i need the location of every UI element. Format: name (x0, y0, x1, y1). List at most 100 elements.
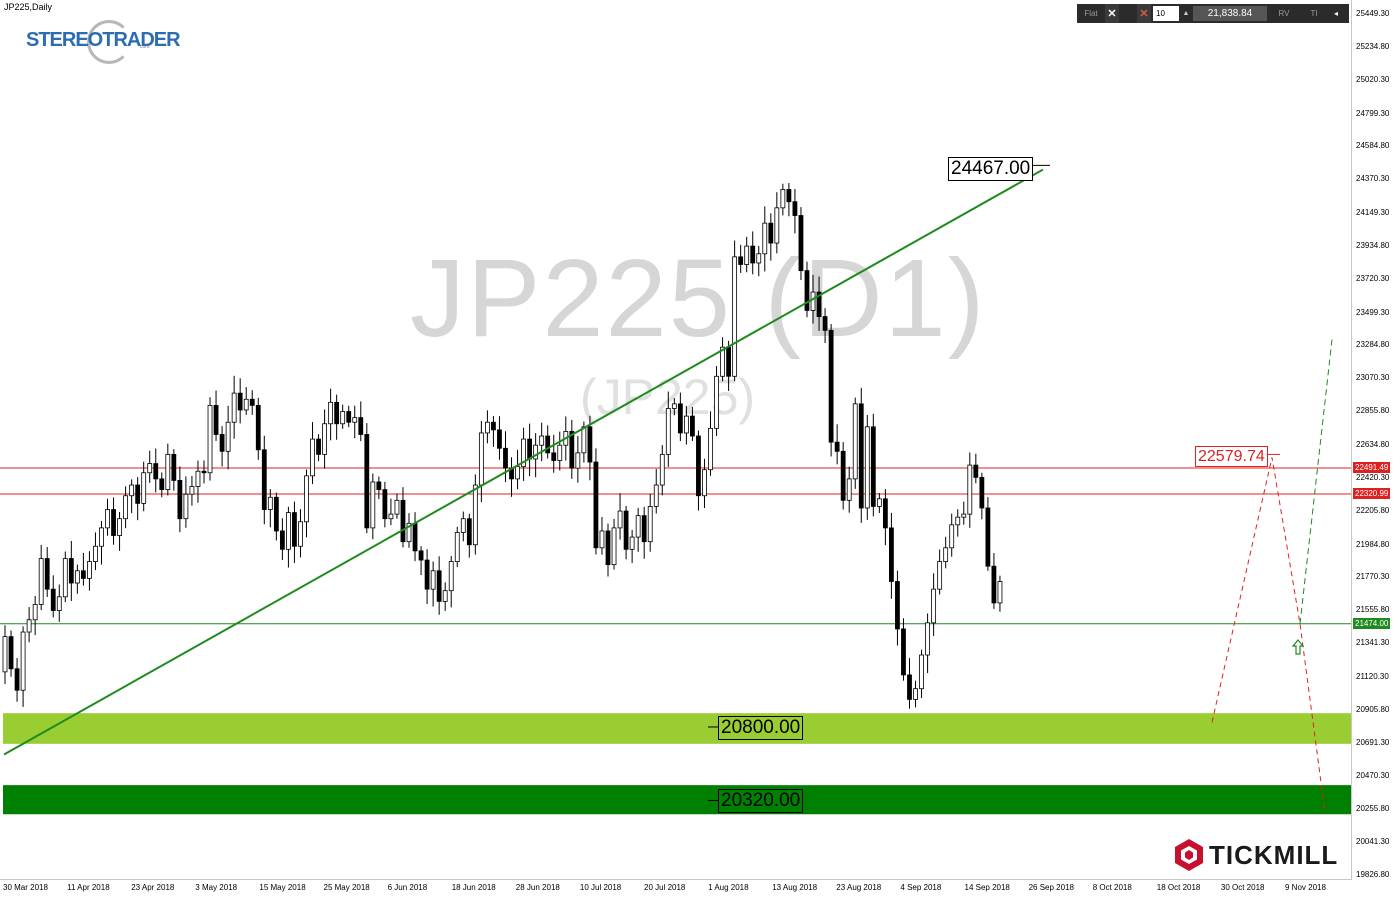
candle-bear (991, 565, 997, 604)
candle-bear (159, 478, 165, 491)
candle-bear (376, 481, 382, 491)
flat-button[interactable]: Flat (1084, 9, 1098, 18)
candle-bear (135, 484, 141, 504)
candle-bull (864, 426, 870, 509)
logo-text: STEREOTRADER (26, 29, 181, 52)
close-icon[interactable]: ✕ (1137, 4, 1151, 23)
candle-bear (273, 496, 279, 532)
price-tag: 21474.00 (1353, 617, 1391, 629)
candle-bull (949, 524, 955, 549)
candle-bull (653, 484, 659, 507)
candle-bull (744, 245, 750, 265)
price-tick: 20691.30 (1356, 737, 1390, 747)
candle-bull (165, 453, 171, 491)
time-tick: 14 Sep 2018 (964, 883, 1010, 892)
price-tick: 22634.80 (1356, 439, 1390, 449)
trading-toolbar: Flat ✕ ✕ 10 ▲ 21,838.84 RV TI ◂ (1077, 4, 1349, 23)
candle-bear (527, 438, 533, 460)
ti-button[interactable]: TI (1310, 9, 1318, 18)
candle-bear (400, 499, 406, 543)
price-tag: 22320.99 (1353, 488, 1391, 500)
quantity-stepper-icon[interactable]: ▲ (1182, 10, 1190, 17)
candle-bear (768, 222, 774, 244)
logo-subtext: com (140, 44, 150, 50)
candle-bear (436, 570, 442, 602)
candle-bull (919, 654, 924, 690)
candle-bull (207, 404, 213, 474)
candle-bear (255, 404, 261, 451)
candle-bull (756, 253, 762, 264)
time-tick: 23 Apr 2018 (131, 883, 175, 892)
candle-bull (647, 506, 653, 543)
price-axis: 25449.30 25234.80 25020.30 24799.30 24584.80… (1352, 0, 1400, 880)
candle-bull (147, 463, 153, 474)
chart-area[interactable]: JP225,Daily STEREOTRADER com JP225 (D1) … (0, 0, 1352, 880)
candle-bear (201, 470, 207, 474)
candle-bear (858, 403, 864, 509)
candle-bull (913, 688, 918, 700)
time-tick: 18 Jun 2018 (451, 883, 496, 892)
candle-bull (665, 408, 671, 455)
uptrend-line (3, 168, 1044, 756)
candle-bull (328, 401, 334, 425)
candle-bull (575, 452, 581, 469)
price-tick: 25020.30 (1356, 74, 1390, 84)
candle-bull (997, 581, 1003, 604)
candle-bear (750, 245, 756, 264)
time-tick: 4 Sep 2018 (900, 883, 942, 892)
rv-button[interactable]: RV (1278, 9, 1290, 18)
candle-bull (286, 512, 291, 550)
right-arrow-icon[interactable]: ◂ (1333, 9, 1338, 18)
candle-bull (780, 189, 786, 209)
candle-bull (394, 499, 400, 515)
time-tick: 13 Aug 2018 (772, 883, 818, 892)
price-tick: 21555.80 (1356, 605, 1390, 615)
candle-bear (316, 438, 321, 455)
candle-bull (714, 375, 719, 429)
candle-bear (870, 426, 876, 507)
price-tick: 24149.30 (1356, 208, 1390, 218)
candle-bull (298, 521, 303, 547)
candle-bull (472, 484, 478, 546)
candle-bull (708, 427, 713, 471)
price-tick: 20470.30 (1356, 771, 1390, 781)
stereotrader-logo: STEREOTRADER com (22, 20, 181, 66)
candle-bull (557, 444, 563, 461)
candle-bear (738, 256, 744, 265)
candle-bull (599, 530, 605, 549)
candle-bull (56, 596, 62, 611)
candle-bull (2, 636, 8, 673)
time-tick: 10 Jul 2018 (579, 883, 622, 892)
candle-bull (876, 498, 882, 507)
candle-bear (412, 522, 418, 552)
candle-bull (702, 469, 707, 497)
time-tick: 25 May 2018 (323, 883, 370, 892)
candle-bull (846, 478, 852, 501)
candle-bull (448, 561, 454, 592)
symbol-label: JP225,Daily (4, 2, 53, 12)
time-tick: 1 Aug 2018 (708, 883, 749, 892)
candle-bear (8, 636, 14, 670)
candle-bull (231, 392, 237, 423)
price-tick: 25234.80 (1356, 41, 1390, 51)
candle-bull (105, 509, 110, 529)
candle-bear (418, 550, 424, 561)
close-icon[interactable]: ✕ (1105, 4, 1119, 23)
support-zone-dark (3, 785, 1351, 815)
time-tick: 30 Oct 2018 (1220, 883, 1265, 892)
candle-bear (213, 404, 219, 435)
candle-bull (720, 346, 725, 377)
high-price-label: 24467.00 (948, 157, 1034, 181)
candle-bull (87, 561, 92, 579)
candle-bear (279, 530, 285, 550)
candle-bull (810, 291, 816, 311)
time-tick: 9 Nov 2018 (1285, 883, 1326, 892)
price-tick: 23284.80 (1356, 340, 1390, 350)
candle-bull (123, 495, 128, 520)
quantity-input[interactable]: 10 (1153, 6, 1179, 21)
candle-bull (310, 438, 315, 477)
candle-bear (14, 668, 20, 691)
time-axis: 30 Mar 2018 11 Apr 2018 23 Apr 2018 3 May 2… (0, 880, 1352, 900)
candle-bear (219, 434, 225, 452)
candle-bull (141, 472, 147, 504)
